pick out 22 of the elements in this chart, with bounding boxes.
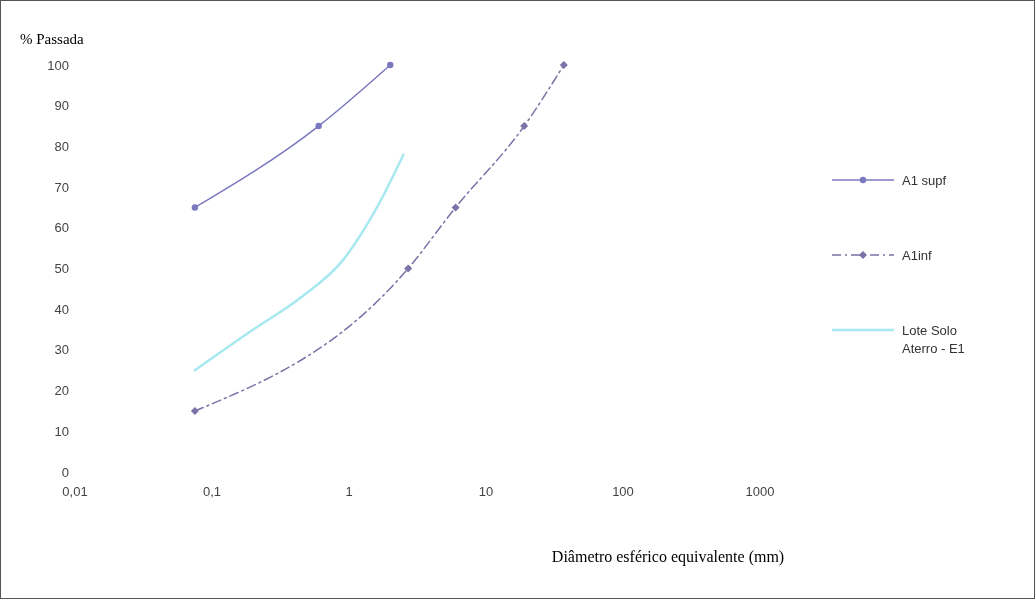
- y-tick-label: 70: [54, 179, 69, 195]
- y-tick-label: 0: [61, 464, 69, 480]
- y-tick-label: 40: [54, 301, 69, 317]
- y-tick-label: 30: [54, 342, 69, 358]
- y-tick-label: 20: [54, 383, 69, 399]
- x-tick-label: 100: [612, 484, 634, 499]
- x-tick-label: 0,1: [202, 484, 222, 499]
- y-tick-label: 50: [54, 261, 69, 277]
- legend-label: A1 supf: [902, 172, 947, 188]
- x-tick-label: 1000: [745, 484, 775, 499]
- y-tick-label: 10: [54, 423, 69, 439]
- x-tick-label: 0,01: [62, 484, 88, 499]
- x-tick-label: 10: [478, 484, 494, 499]
- legend-label: Lote Solo Aterro - E1: [902, 322, 965, 357]
- y-tick-label: 100: [47, 57, 69, 73]
- y-axis-title: % Passada: [20, 31, 85, 47]
- legend-label: A1inf: [902, 247, 933, 263]
- y-tick-label: 60: [54, 220, 69, 236]
- x-tick-label: 1: [345, 484, 353, 499]
- y-tick-label: 80: [54, 138, 69, 154]
- x-axis-title: Diâmetro esférico equivalente (mm): [551, 548, 785, 566]
- y-tick-label: 90: [54, 98, 69, 114]
